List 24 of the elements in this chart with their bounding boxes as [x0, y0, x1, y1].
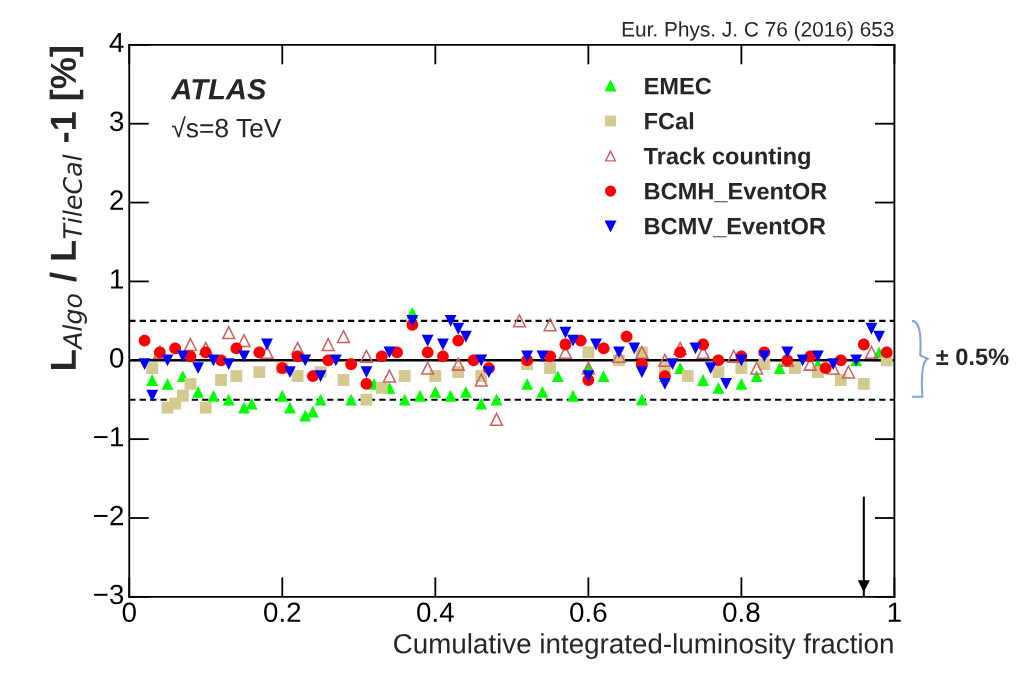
y-tick-label: −1 [94, 427, 124, 447]
x-axis-title: Cumulative integrated-luminosity fraction [394, 633, 893, 660]
y-tick-label: 4 [109, 32, 124, 53]
y-tick-label: 1 [111, 269, 124, 289]
y-tick-label: −2 [94, 505, 123, 526]
x-tick-label: 0.8 [723, 602, 760, 623]
x-tick-label: 0.4 [417, 602, 454, 623]
legend-label: BCMH_EventOR [645, 182, 827, 203]
x-tick-label: 0.2 [264, 602, 301, 623]
y-tick-label: 0 [110, 348, 124, 368]
y-tick-label: −3 [94, 584, 124, 605]
y-tick-label: 2 [110, 190, 123, 210]
legend-label: BCMV_EventOR [645, 217, 826, 238]
annotation: ATLAS [170, 78, 267, 100]
annotation: √s=8 TeV [171, 116, 282, 138]
x-tick-label: 1 [888, 602, 901, 622]
legend-label: FCal [645, 112, 694, 130]
legend-label: EMEC [645, 77, 712, 95]
x-tick-label: 0.6 [570, 602, 607, 623]
text: ± 0.5% [936, 348, 1009, 366]
text: Eur. Phys. J. C 76 (2016) 653 [622, 21, 894, 41]
legend-label: Track counting [643, 147, 810, 170]
y-tick-label: 3 [110, 111, 124, 132]
y-axis-title: L$_{Algo}$ / L$_{TileCal}$ -1 [%] [49, 47, 87, 369]
